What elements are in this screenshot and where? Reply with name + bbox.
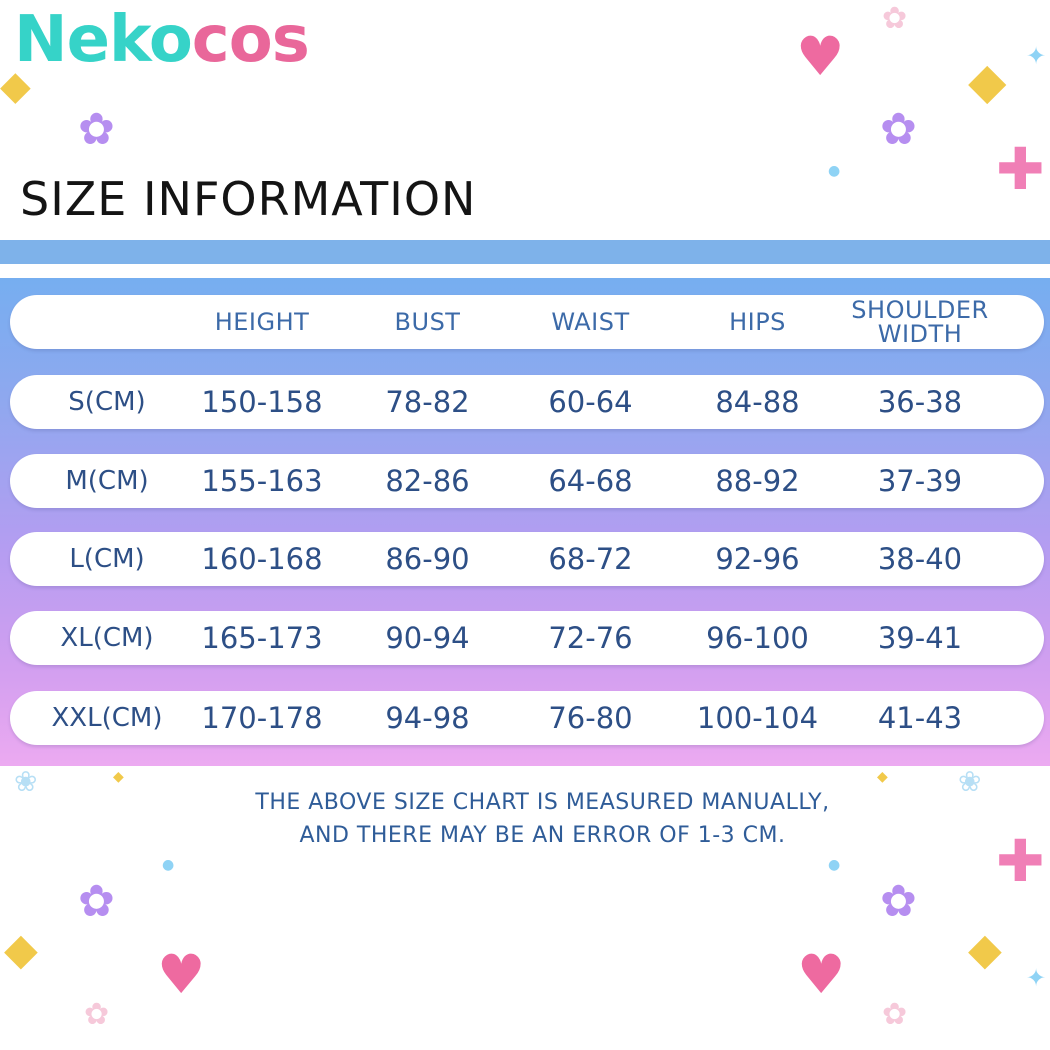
height-value: 155-163 [201,464,323,498]
dot-icon: ● [162,857,175,873]
size-label: L(CM) [69,544,145,574]
shoulder-value: 39-41 [877,621,963,655]
table-row: XXL(CM) 170-178 94-98 76-80 100-104 41-4… [10,691,1044,745]
table-row: M(CM) 155-163 82-86 64-68 88-92 37-39 [10,454,1044,508]
waist-value: 68-72 [548,542,633,576]
header-shoulder-line1: SHOULDER [851,296,989,324]
waist-value: 64-68 [548,464,633,498]
flower-icon: ✿ [882,997,908,1032]
heart-icon: ♥ [797,943,846,1006]
flower-icon: ❀ [14,765,38,798]
shoulder-value: 41-43 [877,701,963,735]
bust-value: 94-98 [385,701,470,735]
header-hips: HIPS [729,308,786,336]
flower-icon: ✿ [880,876,917,927]
header-bust: BUST [394,308,461,336]
shoulder-value: 36-38 [877,385,963,419]
logo-part-pink: cos [191,3,310,77]
note-line-2: AND THERE MAY BE AN ERROR OF 1-3 CM. [299,823,786,848]
dot-icon: ● [828,857,841,873]
header-height: HEIGHT [214,308,310,336]
hips-value: 100-104 [696,701,819,735]
flower-icon: ✿ [882,1,908,36]
sparkle-icon: ◆ [4,924,38,975]
shoulder-value: 37-39 [877,464,963,498]
height-value: 170-178 [201,701,323,735]
size-label: XXL(CM) [51,703,163,733]
flower-icon: ✿ [880,104,917,155]
header-waist: WAIST [551,308,630,336]
cross-icon: ✚ [996,827,1045,895]
sparkle-icon: ✦ [1026,42,1047,70]
hips-value: 88-92 [715,464,800,498]
table-row: S(CM) 150-158 78-82 60-64 84-88 36-38 [10,375,1044,429]
sparkle-icon: ✦ [1026,964,1047,992]
logo-part-teal: Neko [14,3,193,77]
table-row: XL(CM) 165-173 90-94 72-76 96-100 39-41 [10,611,1044,665]
waist-value: 72-76 [548,621,633,655]
sparkle-icon: ◆ [968,52,1007,110]
nekocos-logo: Nekocos [14,8,310,72]
heart-icon: ♥ [796,25,845,88]
size-label: M(CM) [65,466,149,496]
height-value: 150-158 [201,385,323,419]
flower-icon: ✿ [84,997,110,1032]
hips-value: 92-96 [715,542,800,576]
shoulder-value: 38-40 [877,542,963,576]
height-value: 165-173 [201,621,323,655]
sparkle-icon: ◆ [113,769,124,785]
table-header-row: HEIGHT BUST WAIST HIPS SHOULDER WIDTH [10,295,1044,349]
bust-value: 82-86 [385,464,470,498]
height-value: 160-168 [201,542,323,576]
flower-icon: ✿ [78,104,115,155]
sparkle-icon: ◆ [968,924,1002,975]
table-row: L(CM) 160-168 86-90 68-72 92-96 38-40 [10,532,1044,586]
waist-value: 60-64 [548,385,633,419]
note-line-1: THE ABOVE SIZE CHART IS MEASURED MANUALL… [255,790,830,815]
cross-icon: ✚ [996,135,1045,203]
waist-value: 76-80 [548,701,633,735]
dot-icon: ● [828,163,841,179]
bust-value: 86-90 [385,542,470,576]
header-shoulder-line2: WIDTH [877,320,963,348]
size-label: S(CM) [68,387,146,417]
divider-band [0,240,1050,264]
bust-value: 78-82 [385,385,470,419]
measurement-note: THE ABOVE SIZE CHART IS MEASURED MANUALL… [0,786,1050,852]
bust-value: 90-94 [385,621,470,655]
size-label: XL(CM) [60,623,154,653]
page-title: SIZE INFORMATION [20,172,477,226]
heart-icon: ♥ [157,943,206,1006]
hips-value: 96-100 [706,621,809,655]
sparkle-icon: ◆ [877,769,888,785]
hips-value: 84-88 [715,385,800,419]
flower-icon: ❀ [958,765,982,798]
sparkle-icon: ◆ [0,63,31,109]
header-shoulder-width: SHOULDER WIDTH [835,295,1005,349]
size-table-panel: HEIGHT BUST WAIST HIPS SHOULDER WIDTH S(… [0,278,1050,766]
flower-icon: ✿ [78,876,115,927]
